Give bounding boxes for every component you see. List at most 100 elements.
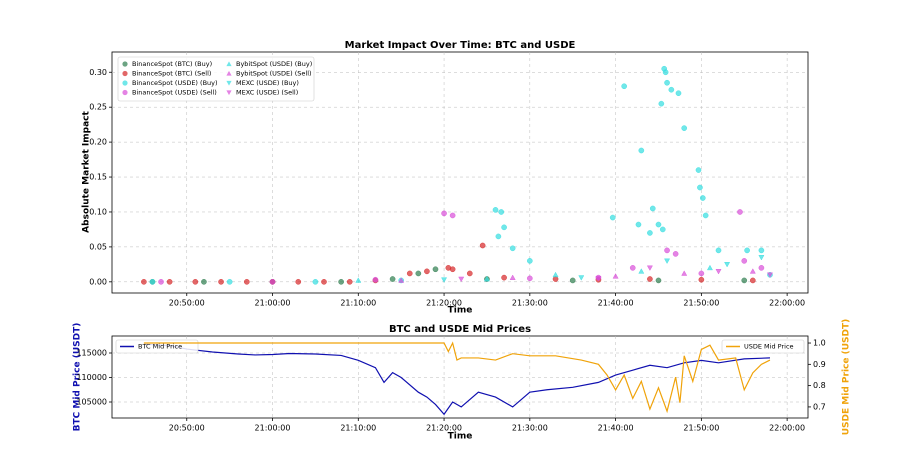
scatter-point [552,276,559,282]
scatter-point [269,279,276,285]
scatter-point [638,268,645,274]
y-tick-label: 0.30 [89,68,107,77]
scatter-point [321,279,327,285]
scatter-point [484,276,490,282]
line-series [143,343,770,416]
scatter-point [681,270,688,276]
legend-label: MEXC (USDE) (Sell) [236,89,298,97]
legend-label: USDE Mid Price [744,343,794,351]
scatter-point [655,221,662,228]
plot-frame [111,51,809,294]
scatter-point [659,226,666,233]
scatter-point [662,69,669,75]
scatter-point [629,265,636,271]
scatter-point [527,275,533,282]
scatter-point [647,276,653,282]
scatter-point [621,83,627,89]
legend-label: MEXC (USDE) (Buy) [236,79,299,87]
scatter-point [141,279,147,285]
scatter-point [758,247,765,254]
scatter-point [569,277,576,284]
scatter-point [658,100,665,107]
x-tick-label: 20:50:00 [169,299,205,308]
x-tick-label: 21:50:00 [683,299,719,308]
y-tick-label: 115000 [76,348,107,357]
scatter-point [338,279,344,285]
legend-label: BinanceSpot (BTC) (Sell) [132,70,211,78]
scatter-point [492,207,499,213]
scatter-point [697,184,703,191]
y2-tick-label: 0.7 [813,402,826,411]
scatter-point [715,269,722,275]
legend-marker [122,80,128,86]
scatter-point [672,251,679,257]
scatter-point [767,272,773,278]
scatter-point [166,279,173,285]
legend-label: BinanceSpot (BTC) (Buy) [132,60,212,68]
y-tick-label: 0.20 [89,138,107,147]
x-tick-label: 21:10:00 [340,299,376,308]
scatter-point [389,276,396,282]
legend-label: BybitSpot (USDE) (Sell) [236,70,312,78]
scatter-point [675,90,682,96]
scatter-point [715,247,722,254]
scatter-point [295,279,302,285]
scatter-point [552,271,559,278]
scatter-point [226,279,233,285]
scatter-point [372,276,379,283]
scatter-point [758,255,765,261]
scatter-point [741,277,748,284]
y2-axis-label: USDE Mid Price (USDT) [842,319,852,435]
legend-marker [226,61,232,67]
scatter-point [668,86,675,93]
scatter-point [744,247,750,254]
scatter-point [695,167,702,173]
scatter-point [699,195,706,201]
scatter-point [635,221,642,228]
x-tick-label: 21:40:00 [598,424,634,433]
x-tick-label: 21:40:00 [598,299,634,308]
x-tick-label: 21:10:00 [340,424,376,433]
scatter-point [609,214,616,221]
scatter-point [702,212,709,219]
legend-marker [226,70,232,76]
scatter-point [527,258,533,264]
x-tick-label: 21:00:00 [255,424,291,433]
scatter-point [243,279,250,285]
scatter-point [158,279,164,285]
scatter-point [432,266,439,272]
y2-tick-label: 1.0 [813,339,826,348]
scatter-point [647,230,653,236]
legend-marker [122,89,128,96]
x-axis-label: Time [448,432,473,442]
scatter-point [750,277,756,284]
y-tick-label: 0.05 [89,242,107,251]
legend-label: BybitSpot (USDE) (Buy) [236,60,312,68]
x-tick-label: 21:30:00 [512,299,548,308]
scatter-point [664,258,670,264]
scatter-point [646,265,653,271]
scatter-point [578,275,585,281]
y-tick-label: 0.00 [89,277,107,286]
scatter-point [441,210,447,217]
scatter-point [698,276,705,283]
x-tick-label: 22:00:00 [769,424,805,433]
scatter-point [655,277,662,284]
scatter-point [449,266,456,272]
scatter-point [737,209,743,215]
scatter-point [501,274,507,281]
scatter-point [479,242,486,249]
scatter-point [346,279,353,285]
scatter-point [612,273,619,279]
scatter-point [741,258,748,264]
legend-box [721,339,805,354]
line-series [143,341,771,414]
scatter-point [466,270,473,277]
x-tick-label: 21:20:00 [426,299,462,308]
x-tick-label: 21:00:00 [255,299,291,308]
scatter-point [192,279,199,285]
scatter-point [649,205,656,212]
x-axis-label: Time [448,306,473,316]
scatter-point [724,262,731,268]
